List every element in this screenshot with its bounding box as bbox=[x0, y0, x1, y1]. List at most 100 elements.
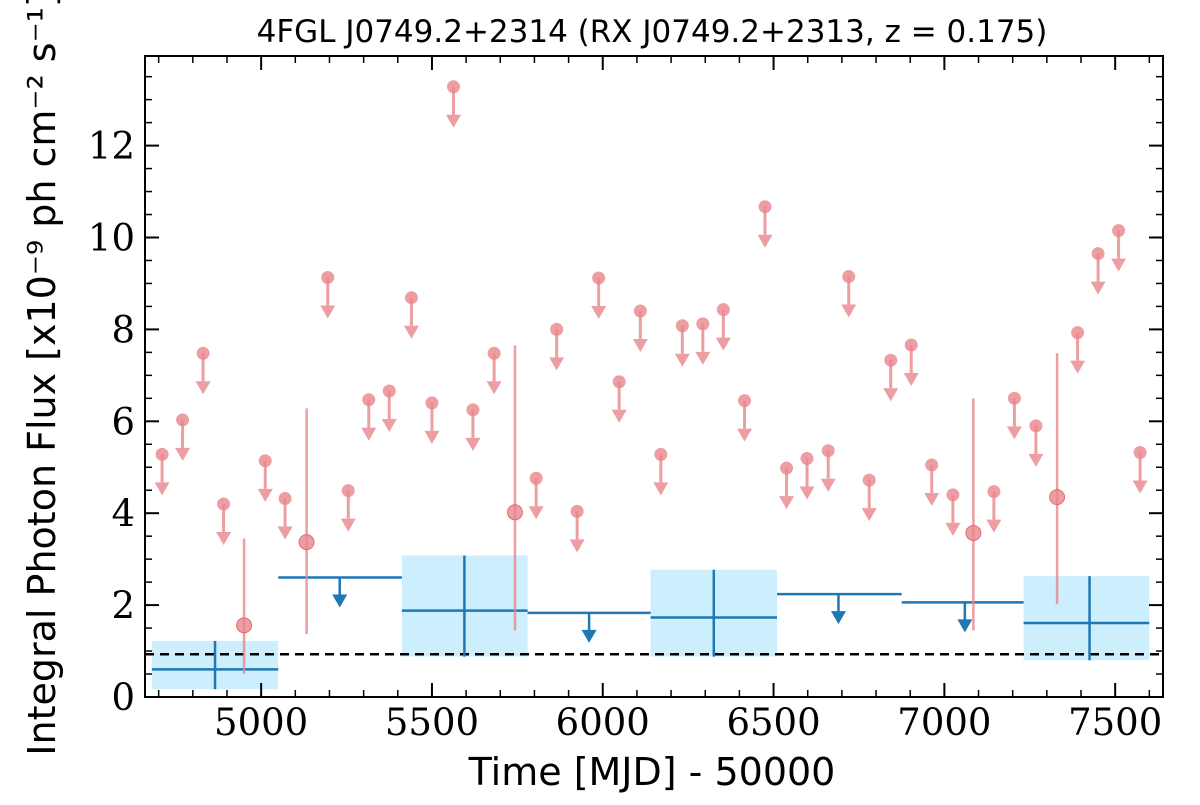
short-bin-upper-limit-arrow bbox=[591, 305, 607, 319]
short-bin-upper-limit-arrow bbox=[883, 388, 899, 402]
x-tick-label: 5500 bbox=[385, 701, 479, 744]
short-bin-upper-limit-arrow bbox=[154, 482, 170, 496]
x-tick-label: 6500 bbox=[726, 701, 820, 744]
short-bin-upper-limit-arrow bbox=[779, 496, 795, 510]
short-bin-upper-limit-point bbox=[946, 488, 960, 502]
short-bin-upper-limit-point bbox=[404, 291, 418, 305]
short-bin-upper-limit-arrow bbox=[799, 486, 815, 500]
long-bin-upper-limit-arrow bbox=[830, 611, 846, 625]
short-bin-upper-limit-point bbox=[1133, 446, 1147, 460]
y-tick-label: 12 bbox=[88, 125, 135, 168]
short-bin-upper-limit-point bbox=[1091, 247, 1105, 261]
short-bin-upper-limit-arrow bbox=[486, 381, 502, 395]
long-bin-upper-limit-arrow bbox=[957, 619, 973, 633]
short-bin-upper-limit-arrow bbox=[320, 305, 336, 319]
short-bin-upper-limit-point bbox=[696, 317, 710, 331]
long-bin-upper-limit-arrow bbox=[581, 629, 597, 643]
short-bin-upper-limit-point bbox=[904, 338, 918, 352]
short-bin-upper-limit-arrow bbox=[695, 351, 711, 365]
short-bin-upper-limit-arrow bbox=[945, 522, 961, 536]
short-bin-upper-limit-arrow bbox=[340, 518, 356, 532]
short-bin-upper-limit-arrow bbox=[737, 428, 753, 442]
short-bin-upper-limit-point bbox=[738, 394, 752, 408]
short-bin-upper-limit-arrow bbox=[216, 532, 232, 546]
short-bin-upper-limit-point bbox=[1029, 419, 1043, 433]
short-bin-upper-limit-point bbox=[321, 270, 335, 284]
short-bin-upper-limit-arrow bbox=[986, 519, 1002, 533]
x-tick-label: 6000 bbox=[556, 701, 650, 744]
y-tick-label: 4 bbox=[111, 492, 135, 535]
short-bin-upper-limit-arrow bbox=[903, 373, 919, 387]
short-bin-upper-limit-arrow bbox=[403, 325, 419, 339]
short-bin-upper-limit-point bbox=[487, 346, 501, 360]
short-bin-upper-limit-arrow bbox=[715, 337, 731, 351]
long-bin-upper-limit-arrow bbox=[332, 594, 348, 608]
short-bin-upper-limit-arrow bbox=[445, 114, 461, 128]
short-bin-upper-limit-point bbox=[862, 473, 876, 487]
short-bin-detection-point bbox=[965, 524, 982, 541]
plot-area bbox=[145, 80, 1163, 690]
short-bin-upper-limit-point bbox=[716, 303, 730, 317]
short-bin-upper-limit-point bbox=[176, 413, 190, 427]
short-bin-upper-limit-point bbox=[592, 271, 606, 285]
long-bin-error-band bbox=[1023, 576, 1150, 661]
axes: 5000 5500 6000 6500 7000 7500 0 2 4 6 8 10 12 bbox=[88, 55, 1164, 744]
short-bin-upper-limit-point bbox=[425, 396, 439, 410]
y-tick-label: 10 bbox=[88, 217, 135, 260]
short-bin-upper-limit-arrow bbox=[757, 234, 773, 248]
short-bin-upper-limit-arrow bbox=[195, 381, 211, 395]
plot-frame bbox=[144, 55, 1164, 698]
short-bin-upper-limit-arrow bbox=[381, 418, 397, 432]
short-bin-upper-limit-arrow bbox=[841, 304, 857, 318]
short-bin-upper-limit-point bbox=[654, 447, 668, 461]
short-bin-upper-limit-point bbox=[800, 452, 814, 466]
chart-title: 4FGL J0749.2+2314 (RX J0749.2+2313, z = … bbox=[257, 14, 1048, 50]
y-tick-label: 2 bbox=[111, 584, 135, 627]
short-bin-upper-limit-point bbox=[446, 80, 460, 94]
short-bin-upper-limit-point bbox=[612, 375, 626, 389]
short-bin-upper-limit-arrow bbox=[277, 526, 293, 540]
short-bin-upper-limit-arrow bbox=[611, 409, 627, 423]
short-bin-upper-limit-arrow bbox=[549, 357, 565, 371]
short-bin-upper-limit-point bbox=[1112, 224, 1126, 238]
short-bin-upper-limit-point bbox=[842, 270, 856, 284]
short-bin-upper-limit-point bbox=[570, 504, 584, 518]
short-bin-upper-limit-point bbox=[758, 200, 772, 214]
short-bin-upper-limit-arrow bbox=[257, 488, 273, 502]
short-bin-upper-limit-point bbox=[217, 497, 231, 511]
short-bin-upper-limit-arrow bbox=[820, 478, 836, 492]
short-bin-upper-limit-point bbox=[529, 471, 543, 485]
short-bin-upper-limit-point bbox=[258, 454, 272, 468]
short-bin-upper-limit-arrow bbox=[1132, 480, 1148, 494]
y-tick-label: 6 bbox=[111, 400, 135, 443]
short-bin-upper-limit-arrow bbox=[569, 539, 585, 553]
short-bin-upper-limit-arrow bbox=[528, 506, 544, 520]
short-bin-upper-limit-point bbox=[382, 384, 396, 398]
short-bin-upper-limit-point bbox=[884, 353, 898, 367]
short-bin-upper-limit-arrow bbox=[1028, 453, 1044, 467]
short-bin-detection-point bbox=[298, 534, 315, 551]
short-bin-upper-limit-arrow bbox=[361, 427, 377, 441]
short-bin-upper-limit-arrow bbox=[924, 492, 940, 506]
short-bin-detection-point bbox=[506, 504, 523, 521]
short-bin-upper-limit-point bbox=[987, 485, 1001, 499]
short-bin-upper-limit-arrow bbox=[1090, 281, 1106, 295]
short-bin-upper-limit-point bbox=[466, 403, 480, 417]
short-bin-upper-limit-point bbox=[362, 393, 376, 407]
short-bin-upper-limit-point bbox=[633, 304, 647, 318]
short-bin-upper-limit-arrow bbox=[465, 437, 481, 451]
short-bin-upper-limit-point bbox=[925, 458, 939, 472]
short-bin-detection-point bbox=[236, 617, 253, 634]
short-bin-upper-limit-point bbox=[341, 484, 355, 498]
x-tick-label: 7000 bbox=[897, 701, 991, 744]
y-tick-label: 8 bbox=[111, 308, 135, 351]
short-bin-upper-limit-point bbox=[196, 346, 210, 360]
short-bin-upper-limit-arrow bbox=[424, 430, 440, 444]
short-bin-upper-limit-arrow bbox=[674, 353, 690, 367]
short-bin-upper-limit-arrow bbox=[175, 447, 191, 461]
short-bin-detection-point bbox=[1049, 489, 1066, 506]
short-bin-upper-limit-arrow bbox=[861, 508, 877, 522]
short-bin-upper-limit-point bbox=[155, 447, 169, 461]
